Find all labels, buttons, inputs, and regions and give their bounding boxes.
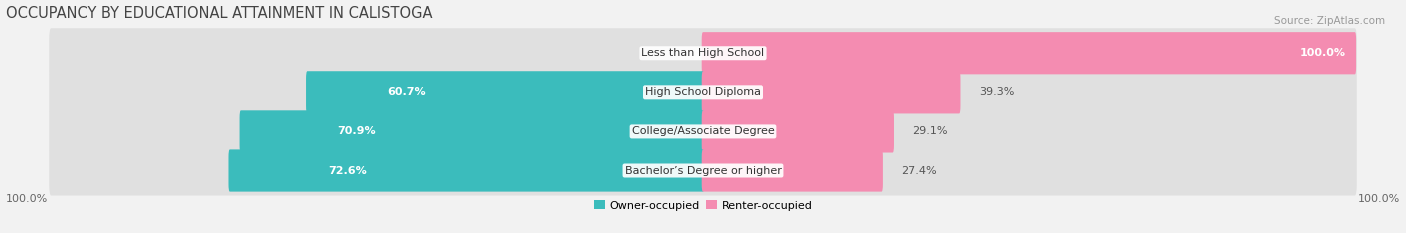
- FancyBboxPatch shape: [49, 67, 1357, 117]
- Text: 29.1%: 29.1%: [912, 127, 948, 136]
- FancyBboxPatch shape: [307, 71, 704, 113]
- Legend: Owner-occupied, Renter-occupied: Owner-occupied, Renter-occupied: [589, 196, 817, 215]
- Text: OCCUPANCY BY EDUCATIONAL ATTAINMENT IN CALISTOGA: OCCUPANCY BY EDUCATIONAL ATTAINMENT IN C…: [6, 6, 432, 21]
- Text: College/Associate Degree: College/Associate Degree: [631, 127, 775, 136]
- FancyBboxPatch shape: [49, 145, 1357, 195]
- FancyBboxPatch shape: [702, 71, 960, 113]
- Text: 100.0%: 100.0%: [6, 194, 48, 204]
- Text: 72.6%: 72.6%: [329, 165, 367, 175]
- Text: 60.7%: 60.7%: [387, 87, 426, 97]
- FancyBboxPatch shape: [49, 106, 1357, 156]
- Text: 39.3%: 39.3%: [979, 87, 1014, 97]
- Text: Less than High School: Less than High School: [641, 48, 765, 58]
- FancyBboxPatch shape: [702, 32, 1357, 74]
- Text: 27.4%: 27.4%: [901, 165, 936, 175]
- Text: Bachelor’s Degree or higher: Bachelor’s Degree or higher: [624, 165, 782, 175]
- FancyBboxPatch shape: [702, 149, 883, 192]
- FancyBboxPatch shape: [229, 149, 704, 192]
- FancyBboxPatch shape: [239, 110, 704, 153]
- Text: 100.0%: 100.0%: [1358, 194, 1400, 204]
- FancyBboxPatch shape: [702, 110, 894, 153]
- Text: 100.0%: 100.0%: [1299, 48, 1346, 58]
- Text: Source: ZipAtlas.com: Source: ZipAtlas.com: [1274, 16, 1385, 26]
- Text: High School Diploma: High School Diploma: [645, 87, 761, 97]
- Text: 70.9%: 70.9%: [337, 127, 375, 136]
- FancyBboxPatch shape: [49, 28, 1357, 78]
